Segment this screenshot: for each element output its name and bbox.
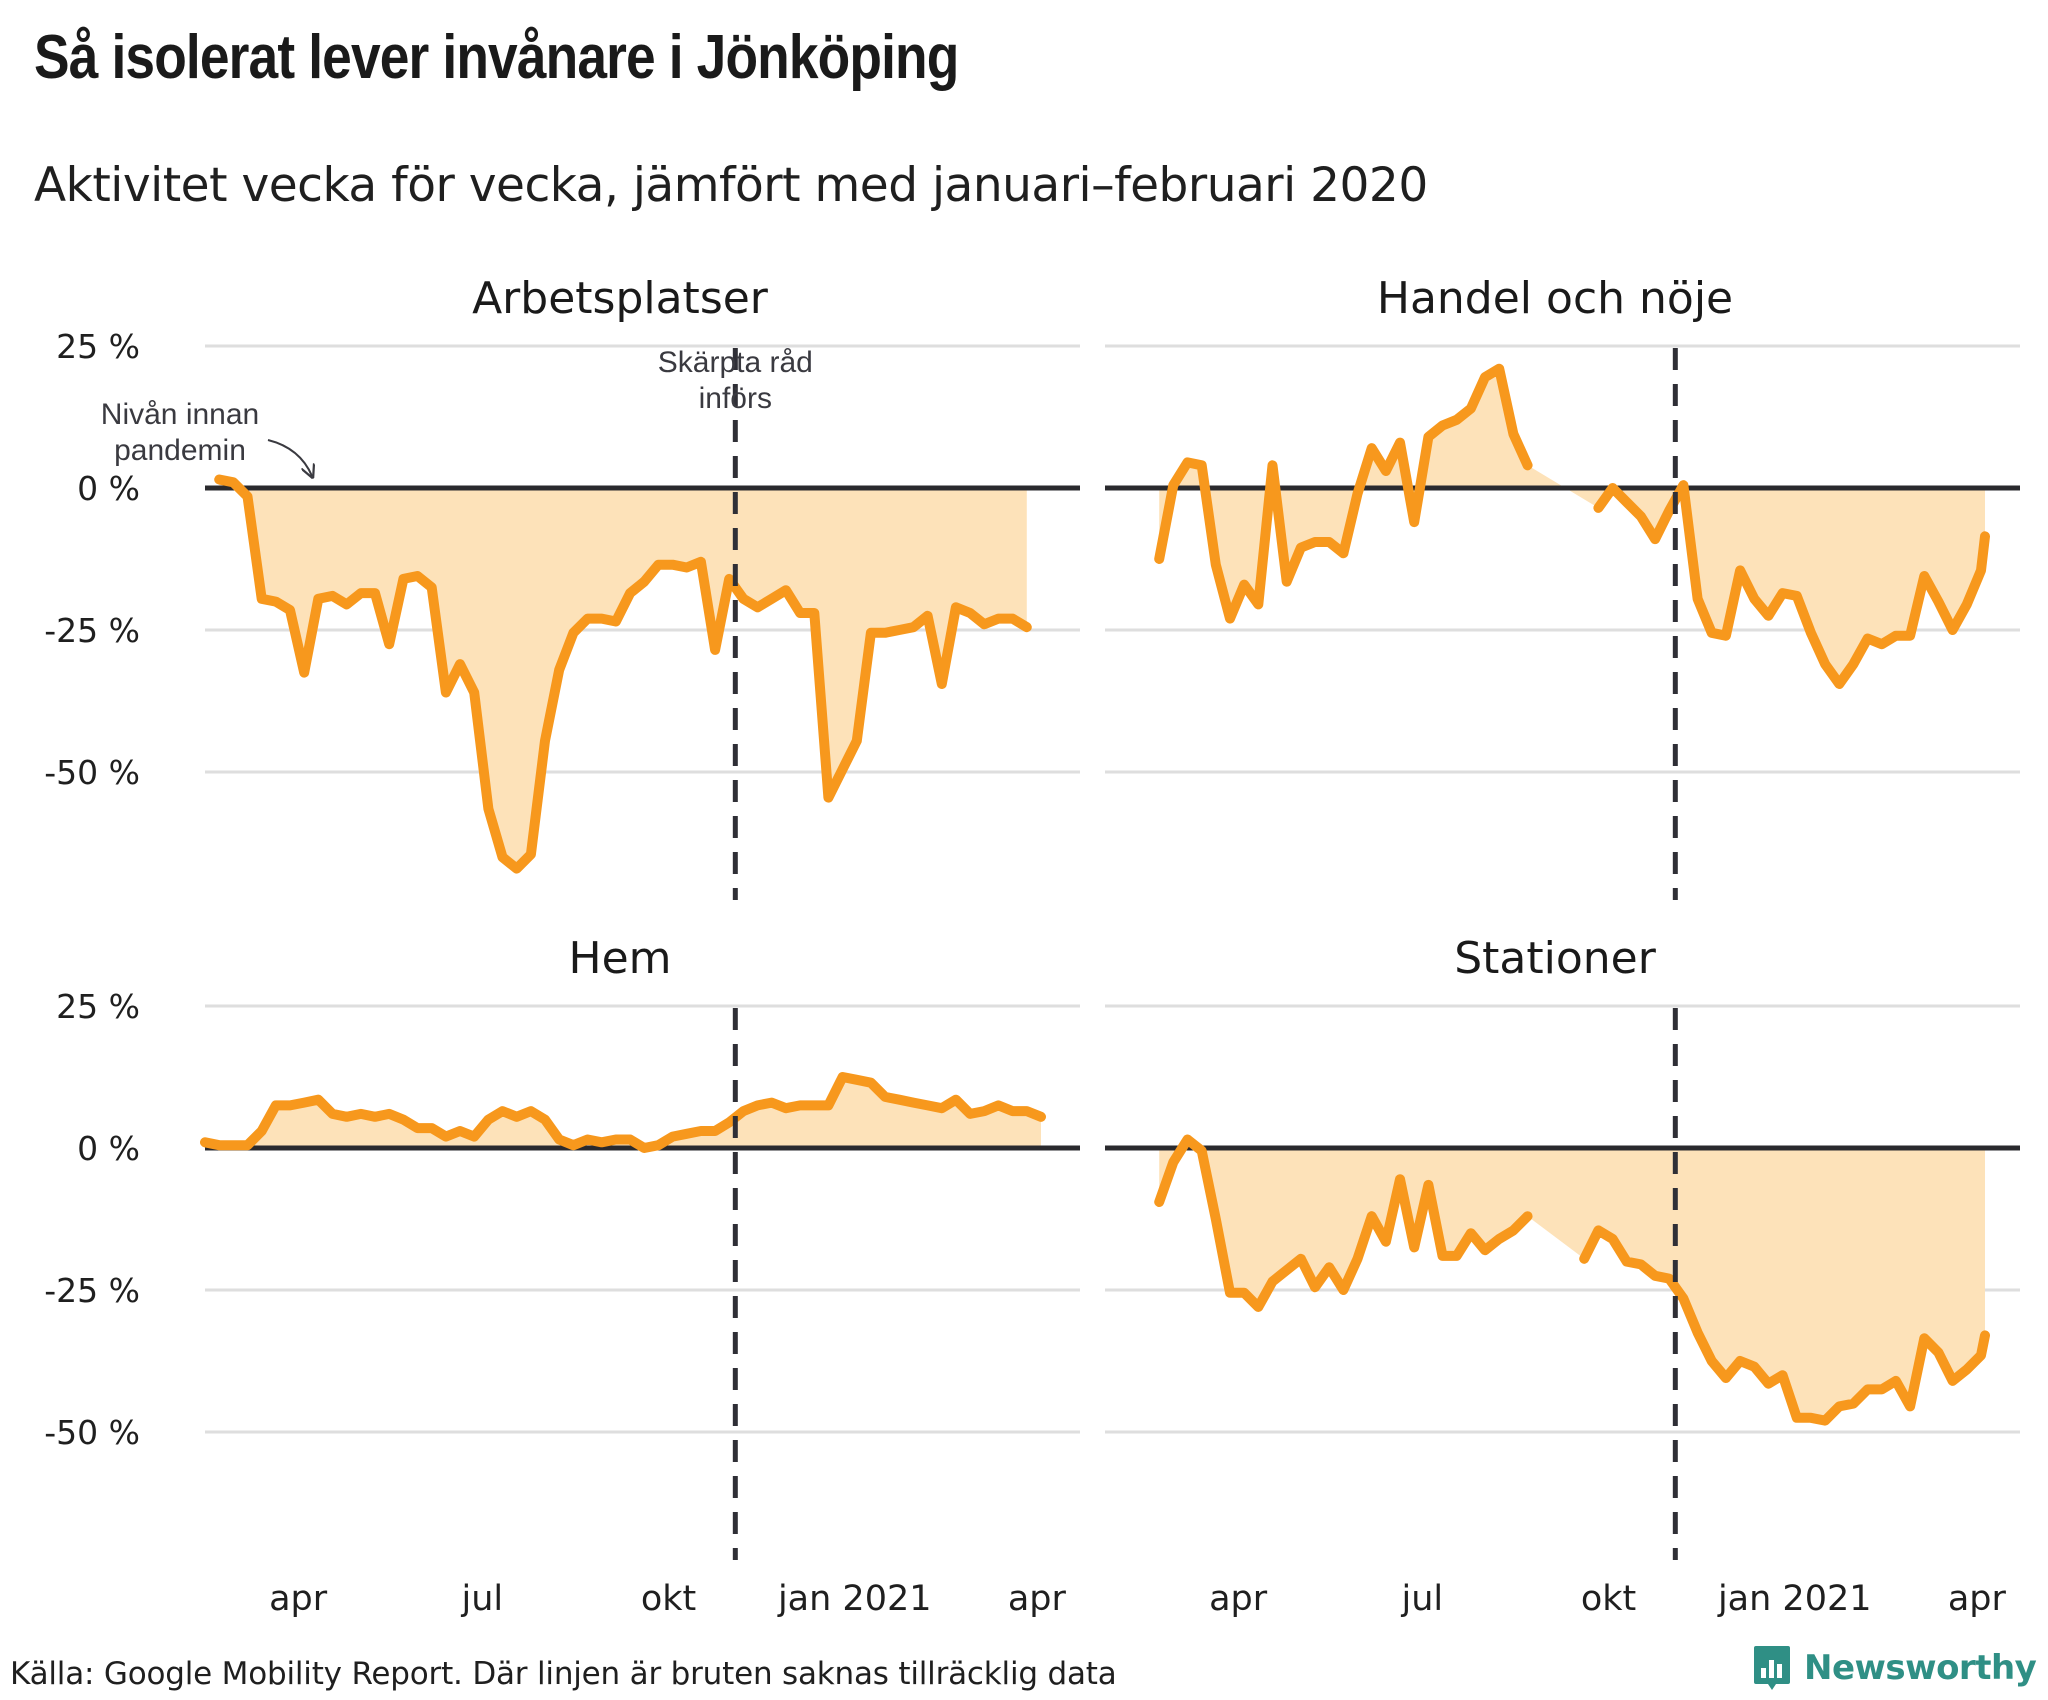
y-tick-label: -50 %	[44, 753, 140, 792]
area-handel-och-noje	[1159, 368, 1985, 684]
panel-title-handel-och-noje: Handel och nöje	[1377, 273, 1733, 324]
baseline-annotation-line: pandemin	[114, 434, 246, 467]
y-tick-label: -50 %	[44, 1413, 140, 1452]
area-arbetsplatser	[219, 479, 1027, 869]
panel-stationer: Stationer apr jul okt jan 2021 apr	[1105, 933, 2020, 1619]
y-tick-label: 0 %	[77, 469, 140, 508]
x-tick-label: okt	[641, 1579, 696, 1619]
x-tick-label: apr	[1948, 1579, 2007, 1619]
panel-title-hem: Hem	[568, 933, 671, 984]
series-line-hem-segment-1	[200, 1072, 1046, 1153]
brand-name: Newsworthy	[1804, 1648, 2037, 1688]
event-annotation-line: Skärpta råd	[658, 346, 813, 379]
bar-chart-logo-icon	[1754, 1646, 1790, 1690]
area-stationer	[1159, 1139, 1985, 1421]
chart-title: Så isolerat lever invånare i Jönköping	[34, 23, 959, 92]
x-tick-label: apr	[1008, 1579, 1067, 1619]
y-tick-label: 25 %	[56, 987, 140, 1026]
newsworthy-brand[interactable]: Newsworthy	[1752, 1644, 2037, 1692]
series-line-handel-och-noje-segment-2	[1593, 480, 1990, 689]
chart-subtitle: Aktivitet vecka för vecka, jämfört med j…	[34, 158, 1428, 213]
y-tick-label: 25 %	[56, 327, 140, 366]
y-tick-label: 0 %	[77, 1129, 140, 1168]
series-line-arbetsplatser-segment-1	[214, 474, 1032, 874]
panel-handel-och-noje: Handel och nöje	[1105, 273, 2020, 900]
y-tick-label: -25 %	[44, 611, 140, 650]
x-tick-label: apr	[269, 1579, 328, 1619]
event-annotation-line: införs	[699, 382, 772, 415]
x-tick-label: jan 2021	[1717, 1579, 1872, 1619]
series-line-stationer-segment-2	[1579, 1225, 1990, 1426]
x-tick-label: okt	[1581, 1579, 1636, 1619]
baseline-annotation-line: Nivån innan	[101, 398, 259, 431]
panel-title-stationer: Stationer	[1454, 933, 1656, 984]
x-tick-label: jul	[460, 1579, 503, 1619]
baseline-annotation-arrow	[267, 439, 312, 476]
panel-hem: 25 % 0 % -25 % -50 % Hem apr jul okt jan 2021 apr	[44, 933, 1080, 1619]
source-note: Källa: Google Mobility Report. Där linje…	[10, 1656, 1117, 1692]
x-tick-label: jan 2021	[777, 1579, 932, 1619]
panel-arbetsplatser: 25 % 0 % -25 % -50 % Arbetsplatser Skärpta rå…	[44, 273, 1080, 900]
y-tick-label: -25 %	[44, 1271, 140, 1310]
panel-title-arbetsplatser: Arbetsplatser	[472, 273, 769, 324]
series-line-stationer-segment-1	[1154, 1134, 1533, 1312]
series-line-handel-och-noje-segment-1	[1154, 363, 1533, 624]
x-tick-label: jul	[1400, 1579, 1443, 1619]
x-tick-label: apr	[1209, 1579, 1268, 1619]
